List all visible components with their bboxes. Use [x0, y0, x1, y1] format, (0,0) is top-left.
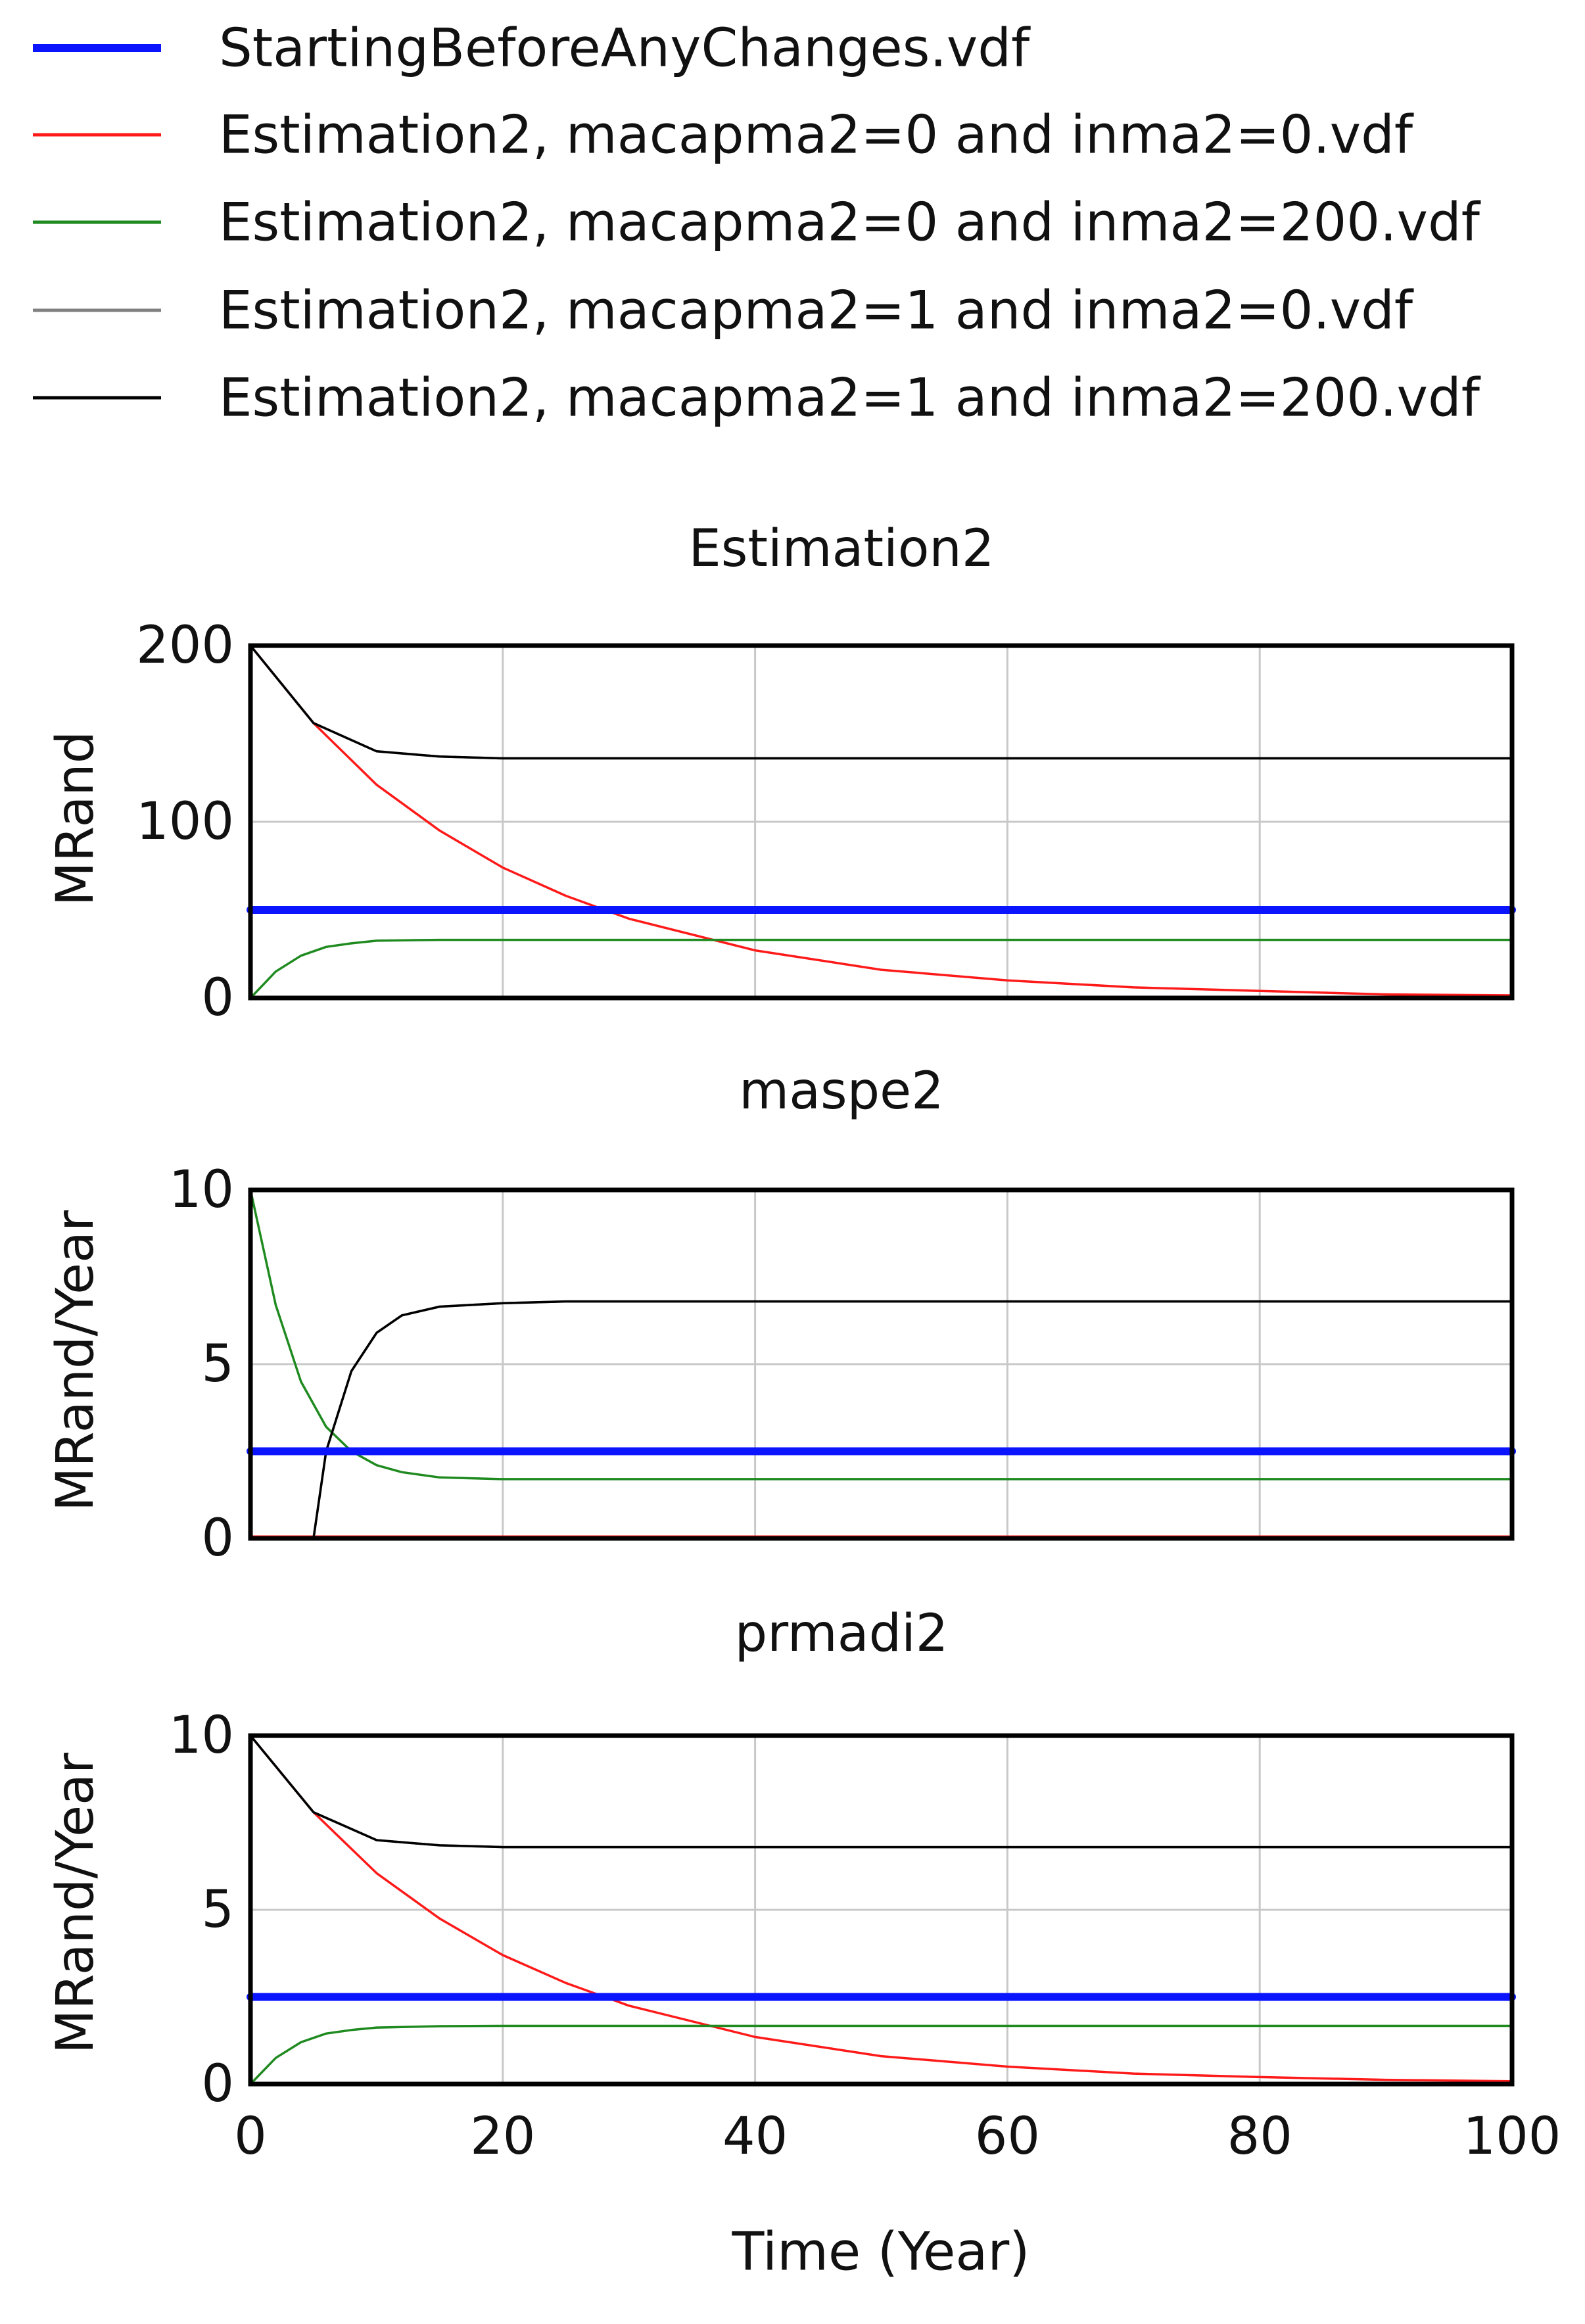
series-line: [249, 2024, 1513, 2085]
x-tick-label: 40: [722, 2107, 788, 2166]
y-tick-label: 10: [169, 1706, 234, 1765]
y-tick-label: 200: [136, 616, 234, 675]
x-tick-labels: 0 20 40 60 80 100: [234, 2107, 1561, 2166]
series-line: [249, 644, 1513, 997]
y-tick-label: 100: [136, 792, 234, 851]
legend-label: Estimation2, macapma2=1 and inma2=200.vd…: [219, 368, 1481, 429]
legend-label: StartingBeforeAnyChanges.vdf: [219, 18, 1031, 79]
plot-frame: [248, 643, 1515, 1001]
y-tick-label: 0: [201, 2054, 234, 2114]
x-tick-label: 0: [234, 2107, 267, 2166]
series-line: [249, 1300, 1513, 1540]
series-line: [249, 644, 1513, 760]
legend-entry: Estimation2, macapma2=1 and inma2=0.vdf: [33, 280, 1414, 341]
chart-title: Estimation2: [689, 519, 995, 579]
legend-entry: Estimation2, macapma2=1 and inma2=200.vd…: [33, 368, 1481, 429]
series-lines: [247, 644, 1516, 999]
chart-title: maspe2: [739, 1062, 944, 1121]
legend-label: Estimation2, macapma2=1 and inma2=0.vdf: [219, 280, 1414, 341]
plot-frame: [248, 1733, 1515, 2087]
legend: StartingBeforeAnyChanges.vdf Estimation2…: [33, 18, 1481, 429]
x-tick-label: 20: [470, 2107, 535, 2166]
grid-lines: [250, 1190, 1512, 1538]
y-axis-label: MRand/Year: [46, 1210, 105, 1511]
legend-entry: Estimation2, macapma2=0 and inma2=200.vd…: [33, 192, 1481, 253]
x-tick-label: 80: [1227, 2107, 1292, 2166]
plot-frame: [248, 1187, 1515, 1541]
y-tick-labels: 0 100 200: [136, 616, 234, 1028]
series-line: [249, 938, 1513, 999]
y-tick-labels: 0 5 10: [169, 1706, 234, 2114]
x-tick-label: 60: [975, 2107, 1040, 2166]
x-axis-label: Time (Year): [731, 2221, 1029, 2283]
y-axis-label: MRand/Year: [46, 1752, 105, 2054]
series-line: [249, 1734, 1513, 2083]
series-line: [249, 1734, 1513, 1849]
chart-panel-maspe2: maspe2 MRand/Year 0 5 10: [46, 1062, 1516, 1568]
chart-panel-prmadi2: prmadi2 MRand/Year 0 5 10 0 20 40 60 80 100 Tim…: [46, 1604, 1561, 2283]
y-tick-label: 0: [201, 968, 234, 1028]
legend-entry: Estimation2, macapma2=0 and inma2=0.vdf: [33, 105, 1414, 166]
x-tick-label: 100: [1463, 2107, 1561, 2166]
chart-panel-estimation2: Estimation2 MRand 0 100 200: [46, 519, 1516, 1028]
legend-label: Estimation2, macapma2=0 and inma2=200.vd…: [219, 192, 1481, 253]
series-line: [249, 1189, 1513, 1481]
legend-label: Estimation2, macapma2=0 and inma2=0.vdf: [219, 105, 1414, 166]
y-tick-labels: 0 5 10: [169, 1160, 234, 1568]
y-axis-label: MRand: [46, 731, 105, 907]
legend-entry: StartingBeforeAnyChanges.vdf: [33, 18, 1031, 79]
series-lines: [247, 1734, 1516, 2085]
y-tick-label: 5: [201, 1335, 234, 1394]
chart-title: prmadi2: [735, 1604, 949, 1663]
y-tick-label: 5: [201, 1880, 234, 1939]
y-tick-label: 10: [169, 1160, 234, 1220]
y-tick-label: 0: [201, 1509, 234, 1568]
